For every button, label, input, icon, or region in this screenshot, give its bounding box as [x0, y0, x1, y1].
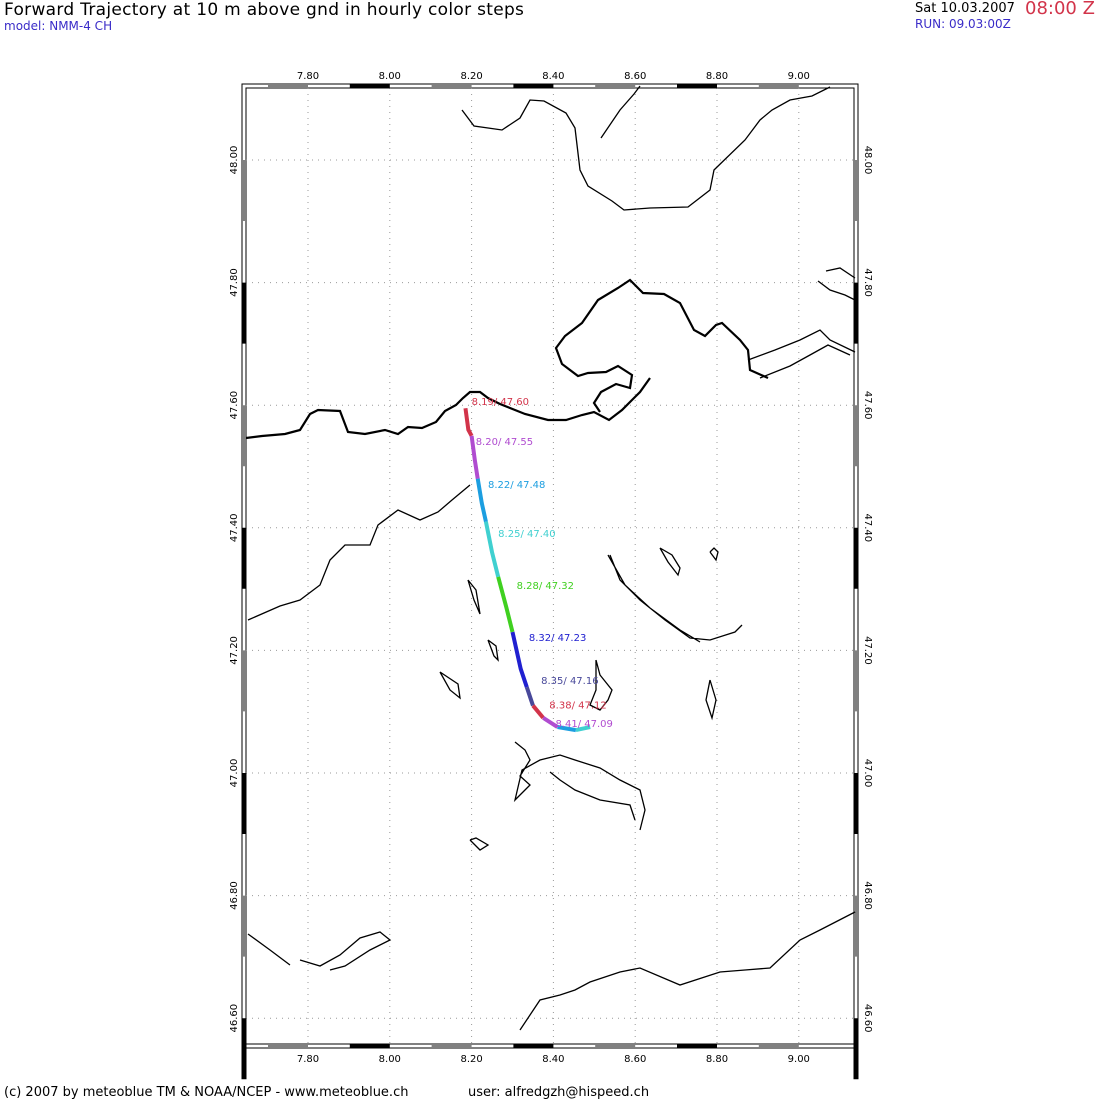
lon-tick-top: 7.80 [297, 71, 319, 82]
lat-tick-left: 46.80 [229, 881, 240, 910]
lat-tick-left: 47.60 [229, 391, 240, 420]
map-grid: 7.80 7.80 8.00 8.00 8.20 8.20 8.40 8.40 8.60 8.60… [229, 71, 873, 1080]
trajectory-segment [496, 576, 515, 633]
lon-tick-top: 8.20 [460, 71, 482, 82]
lon-tick-bottom: 7.80 [297, 1054, 319, 1065]
lat-tick-left: 46.60 [229, 1004, 240, 1033]
lake-region-border [554, 278, 769, 413]
lat-tick-right: 47.40 [862, 513, 873, 542]
river-north-branch [600, 85, 641, 139]
lake-zug [589, 659, 613, 711]
run-label: RUN: 09.03:00Z [915, 17, 1011, 31]
lon-tick-bottom: 9.00 [788, 1054, 810, 1065]
lat-tick-right: 47.60 [862, 391, 873, 420]
trajectory-segment [575, 725, 591, 733]
chart-title: Forward Trajectory at 10 m above gnd in … [4, 0, 525, 20]
trajectory-segment [524, 686, 535, 707]
lake-hallwil [439, 671, 461, 700]
country-border [245, 377, 651, 440]
coastline-borders [245, 85, 856, 1031]
map-inner-frame [245, 87, 855, 1045]
trajectory-label: 8.20/ 47.55 [476, 437, 533, 448]
lon-tick-bottom: 8.20 [460, 1054, 482, 1065]
lat-tick-right: 47.20 [862, 636, 873, 665]
trajectory-label: 8.25/ 47.40 [498, 529, 555, 540]
lat-tick-right: 47.00 [862, 759, 873, 788]
trajectory-segment [483, 521, 501, 578]
model-label: model: NMM-4 CH [4, 19, 113, 33]
lake-small-1 [659, 547, 681, 577]
lake-sempach [467, 579, 481, 615]
hour-label: 08:00 Z [1025, 0, 1095, 19]
date-label: Sat 10.03.2007 [915, 1, 1015, 16]
trajectory-segment [557, 725, 577, 733]
lon-tick-top: 8.40 [542, 71, 564, 82]
lat-tick-right: 46.60 [862, 1004, 873, 1033]
river-east [817, 267, 856, 301]
lake-lucerne [513, 741, 646, 831]
lon-tick-top: 8.60 [624, 71, 646, 82]
river-south [247, 911, 856, 1031]
lat-tick-left: 47.00 [229, 759, 240, 788]
lat-tick-right: 46.80 [862, 881, 873, 910]
lake-thun [299, 931, 392, 971]
user-text: user: alfredgzh@hispeed.ch [468, 1085, 650, 1100]
trajectory-label: 8.41/ 47.09 [555, 719, 612, 730]
trajectory-segment [510, 631, 529, 688]
lat-tick-left: 47.80 [229, 268, 240, 297]
lon-tick-bottom: 8.80 [706, 1054, 728, 1065]
trajectory-label: 8.28/ 47.32 [517, 581, 574, 592]
trajectory-labels: 8.19/ 47.60 8.20/ 47.55 8.22/ 47.48 8.25/ 4… [472, 397, 613, 730]
lon-tick-bottom: 8.40 [542, 1054, 564, 1065]
lat-tick-left: 48.00 [229, 146, 240, 175]
trajectory-path [463, 408, 591, 733]
lon-tick-top: 8.80 [706, 71, 728, 82]
lat-tick-right: 47.80 [862, 268, 873, 297]
trajectory-segment [531, 704, 545, 720]
lake-zurich [607, 554, 743, 643]
trajectory-label: 8.19/ 47.60 [472, 397, 529, 408]
map-frame [241, 83, 859, 1049]
trajectory-segment [469, 435, 480, 480]
trajectory-segment [463, 408, 474, 437]
lake-aegeri [705, 679, 717, 721]
lake-sarnen [469, 837, 490, 851]
lake-constance [747, 329, 856, 379]
lon-tick-bottom: 8.00 [379, 1054, 401, 1065]
trajectory-segment [542, 716, 559, 729]
trajectory-label: 8.22/ 47.48 [488, 480, 545, 491]
lon-tick-bottom: 8.60 [624, 1054, 646, 1065]
trajectory-label: 8.38/ 47.12 [549, 701, 606, 712]
lake-baldegg [487, 639, 499, 662]
trajectory-label: 8.32/ 47.23 [529, 633, 586, 644]
river-west [247, 484, 471, 621]
lon-tick-top: 8.00 [379, 71, 401, 82]
trajectory-segment [475, 478, 488, 523]
lat-tick-right: 48.00 [862, 146, 873, 175]
lon-tick-top: 9.00 [788, 71, 810, 82]
copyright-text: (c) 2007 by meteoblue TM & NOAA/NCEP - w… [4, 1085, 409, 1100]
lat-tick-left: 47.40 [229, 513, 240, 542]
lake-small-2 [709, 547, 719, 562]
river-north [461, 86, 831, 211]
trajectory-label: 8.35/ 47.16 [541, 676, 598, 687]
lat-tick-left: 47.20 [229, 636, 240, 665]
